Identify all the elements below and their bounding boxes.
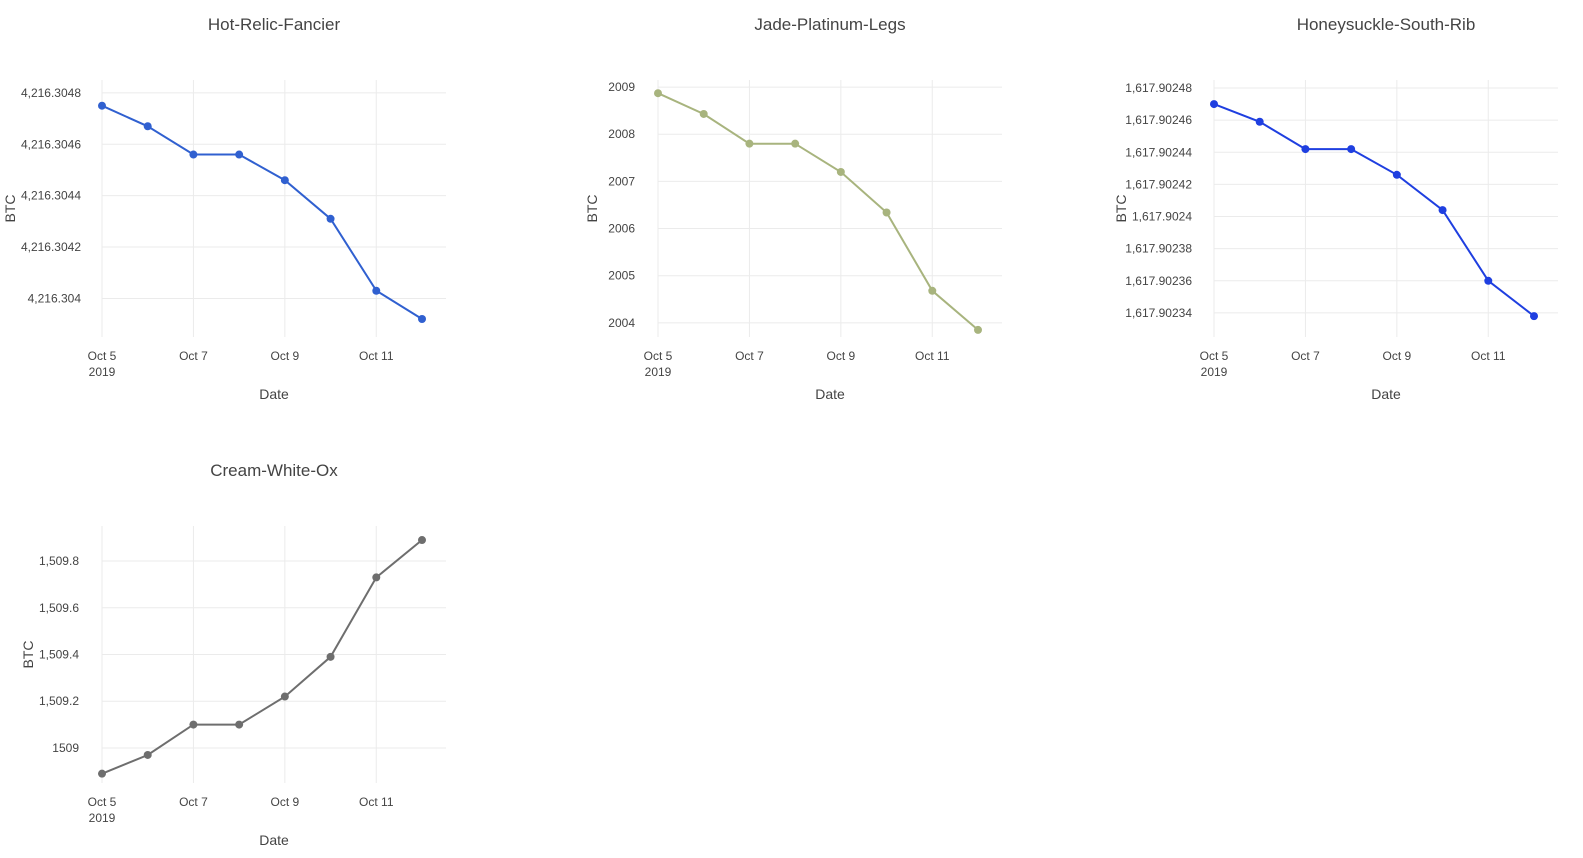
- data-point: [143, 750, 152, 759]
- x-tick-label: Oct 5: [644, 349, 673, 363]
- x-tick-label: Oct 5: [88, 349, 117, 363]
- x-tick-label: Oct 5: [1200, 349, 1229, 363]
- y-axis-title: BTC: [2, 195, 18, 223]
- data-point: [699, 109, 708, 118]
- y-tick-label: 4,216.3042: [21, 240, 81, 254]
- data-point: [1301, 145, 1310, 154]
- x-tick-label: Oct 7: [735, 349, 764, 363]
- data-point: [280, 692, 289, 701]
- y-tick-label: 1,509.4: [39, 648, 79, 662]
- series-line: [657, 92, 979, 331]
- data-point: [235, 720, 244, 729]
- x-tick-sublabel: 2019: [645, 365, 672, 379]
- data-point: [189, 720, 198, 729]
- x-tick-sublabel: 2019: [89, 811, 116, 825]
- data-point: [1210, 100, 1218, 109]
- y-tick-label: 1,617.90248: [1125, 81, 1192, 95]
- y-axis-title: BTC: [20, 641, 36, 669]
- chart-title: Jade-Platinum-Legs: [754, 15, 905, 34]
- y-tick-label: 1,617.90244: [1125, 145, 1192, 159]
- chart-title: Honeysuckle-South-Rib: [1297, 15, 1476, 34]
- data-point: [1438, 206, 1447, 215]
- series-line: [101, 104, 423, 320]
- chart-2: Jade-Platinum-Legs Oct 5 2019 Oct 7 Oct 9 Oct…: [584, 15, 1002, 402]
- y-tick-label: 1,617.90234: [1125, 306, 1192, 320]
- y-tick-label: 4,216.304: [28, 291, 82, 305]
- x-tick-label: Oct 9: [271, 795, 300, 809]
- x-tick-sublabel: 2019: [1201, 365, 1228, 379]
- series-line: [1213, 103, 1535, 317]
- y-tick-label: 4,216.3044: [21, 189, 81, 203]
- y-tick-label: 2009: [608, 80, 635, 94]
- data-point: [1347, 145, 1356, 154]
- data-point: [189, 150, 198, 159]
- x-axis-title: Date: [1371, 386, 1401, 402]
- x-tick-label: Oct 7: [179, 349, 208, 363]
- data-point: [372, 286, 381, 295]
- y-tick-label: 1,509.6: [39, 601, 79, 615]
- x-tick-sublabel: 2019: [89, 365, 116, 379]
- y-tick-label: 1,617.90242: [1125, 177, 1192, 191]
- y-tick-label: 2006: [608, 222, 635, 236]
- data-point: [143, 122, 152, 131]
- data-point: [791, 139, 800, 148]
- y-tick-label: 2005: [608, 269, 635, 283]
- y-tick-label: 4,216.3046: [21, 137, 81, 151]
- x-tick-label: Oct 11: [915, 349, 950, 363]
- chart-4: Cream-White-Ox Oct 5 2019 Oct 7 Oct 9 Oct 11 1…: [20, 461, 446, 848]
- x-tick-label: Oct 11: [1471, 349, 1506, 363]
- data-point: [98, 101, 106, 110]
- data-point: [326, 214, 335, 223]
- series-line: [101, 539, 423, 775]
- x-tick-label: Oct 9: [1383, 349, 1412, 363]
- y-tick-label: 1,617.90246: [1125, 113, 1192, 127]
- data-point: [418, 315, 426, 324]
- data-point: [745, 139, 754, 148]
- data-point: [974, 325, 982, 334]
- data-point: [836, 167, 845, 176]
- data-point: [372, 573, 381, 582]
- x-axis-title: Date: [259, 832, 289, 848]
- x-tick-label: Oct 7: [1291, 349, 1320, 363]
- x-axis-title: Date: [259, 386, 289, 402]
- data-point: [928, 286, 937, 295]
- data-point: [1392, 170, 1401, 179]
- data-point: [280, 176, 289, 185]
- x-tick-label: Oct 5: [88, 795, 117, 809]
- chart-1: Hot-Relic-Fancier Oct 5 2019 Oct 7 Oct 9 Oct …: [2, 15, 446, 402]
- x-tick-label: Oct 9: [271, 349, 300, 363]
- y-tick-label: 1,617.9024: [1132, 210, 1192, 224]
- x-tick-label: Oct 7: [179, 795, 208, 809]
- y-tick-label: 2004: [608, 316, 635, 330]
- y-tick-label: 1,617.90238: [1125, 242, 1192, 256]
- y-tick-label: 1,509.8: [39, 554, 79, 568]
- y-axis-title: BTC: [584, 195, 600, 223]
- y-tick-label: 1,617.90236: [1125, 274, 1192, 288]
- data-point: [654, 89, 662, 98]
- data-point: [235, 150, 244, 159]
- y-tick-label: 1509: [52, 741, 79, 755]
- y-tick-label: 1,509.2: [39, 694, 79, 708]
- y-axis-title: BTC: [1113, 195, 1129, 223]
- x-tick-label: Oct 11: [359, 349, 394, 363]
- y-tick-label: 2008: [608, 127, 635, 141]
- x-tick-label: Oct 9: [827, 349, 856, 363]
- y-tick-label: 2007: [608, 174, 635, 188]
- data-point: [1255, 117, 1264, 126]
- chart-title: Hot-Relic-Fancier: [208, 15, 341, 34]
- chart-title: Cream-White-Ox: [210, 461, 338, 480]
- data-point: [98, 769, 106, 778]
- x-axis-title: Date: [815, 386, 845, 402]
- data-point: [326, 652, 335, 661]
- data-point: [1484, 276, 1493, 285]
- data-point: [418, 536, 426, 545]
- y-tick-label: 4,216.3048: [21, 86, 81, 100]
- x-tick-label: Oct 11: [359, 795, 394, 809]
- data-point: [1530, 312, 1538, 321]
- chart-3: Honeysuckle-South-Rib Oct 5 2019 Oct 7 Oct 9…: [1113, 15, 1558, 402]
- data-point: [882, 208, 891, 217]
